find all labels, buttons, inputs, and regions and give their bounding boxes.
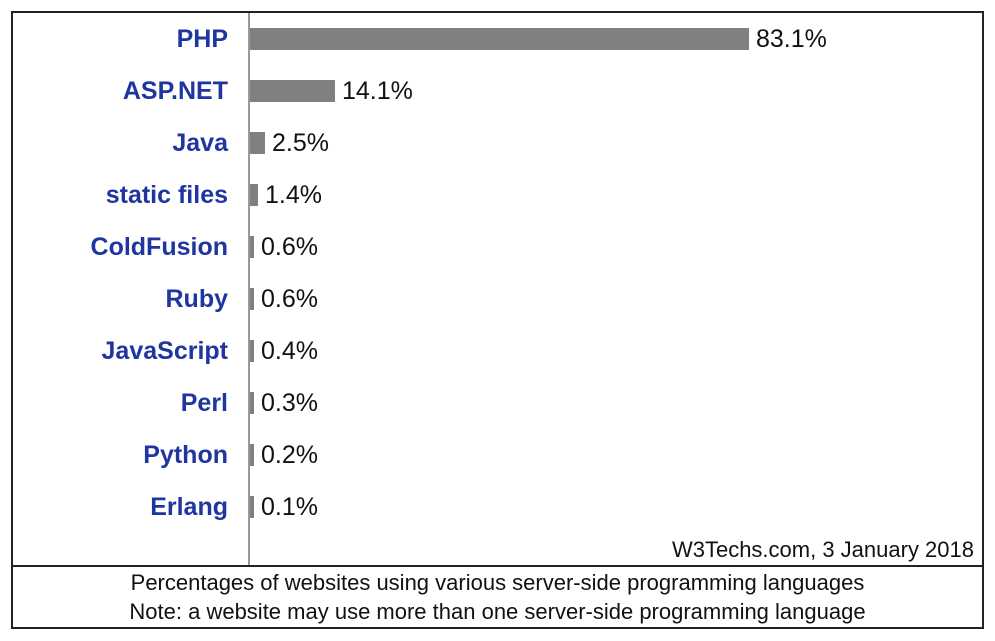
bar xyxy=(250,496,254,518)
value-label: 83.1% xyxy=(756,25,827,53)
value-label: 0.2% xyxy=(261,441,318,469)
category-label: Perl xyxy=(180,389,228,417)
bar xyxy=(250,80,335,102)
bar xyxy=(250,184,258,206)
caption-divider xyxy=(13,565,982,567)
bar xyxy=(250,132,265,154)
bar xyxy=(250,28,749,50)
bar xyxy=(250,288,254,310)
plot-area: PHP 83.1% ASP.NET 14.1% Java 2.5% static files… xyxy=(13,13,982,565)
y-axis-line xyxy=(248,13,250,565)
category-label: JavaScript xyxy=(101,337,228,365)
category-label: ColdFusion xyxy=(90,233,228,261)
category-label: ASP.NET xyxy=(122,77,228,105)
bar xyxy=(250,236,254,258)
value-label: 14.1% xyxy=(342,77,413,105)
source-note: W3Techs.com, 3 January 2018 xyxy=(671,537,974,562)
caption-line-1: Percentages of websites using various se… xyxy=(130,570,865,595)
value-label: 0.3% xyxy=(261,389,318,417)
category-label: Erlang xyxy=(150,493,228,521)
bar xyxy=(250,340,254,362)
value-label: 0.6% xyxy=(261,233,318,261)
category-label: Java xyxy=(172,129,228,157)
caption-line-2: Note: a website may use more than one se… xyxy=(129,599,866,624)
value-label: 0.6% xyxy=(261,285,318,313)
category-label: Ruby xyxy=(165,285,229,313)
value-label: 0.4% xyxy=(261,337,318,365)
category-label: static files xyxy=(105,181,228,209)
bar xyxy=(250,444,254,466)
value-label: 2.5% xyxy=(272,129,329,157)
bar xyxy=(250,392,254,414)
chart-frame: PHP 83.1% ASP.NET 14.1% Java 2.5% static files… xyxy=(11,11,984,629)
value-label: 0.1% xyxy=(261,493,318,521)
category-label: PHP xyxy=(176,25,228,53)
category-label: Python xyxy=(143,441,228,469)
value-label: 1.4% xyxy=(265,181,322,209)
chart-caption: Percentages of websites using various se… xyxy=(13,568,982,626)
